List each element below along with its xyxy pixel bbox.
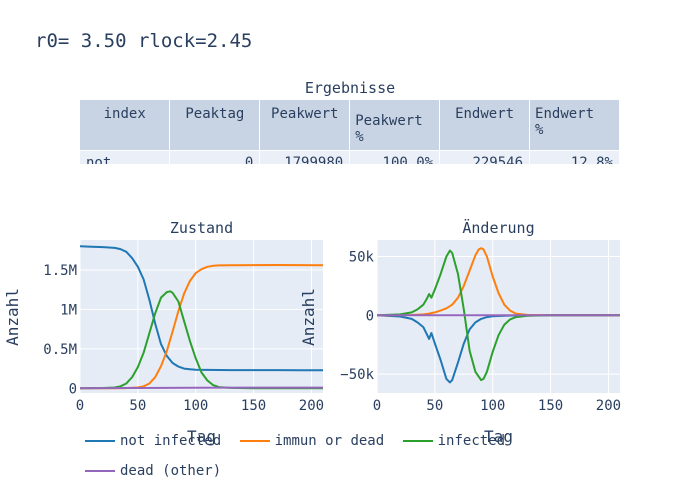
legend-label: dead (other) — [120, 463, 222, 479]
legend-label: infected — [437, 433, 506, 449]
legend-item-infected[interactable]: infected — [402, 426, 506, 456]
cell-index: not — [80, 150, 171, 164]
header-endwert: Endwert — [439, 100, 531, 151]
y-axis-label: Anzahl — [299, 288, 318, 346]
series-line-not-infected — [79, 245, 323, 372]
series-line-infected — [376, 249, 620, 382]
x-tick-label: 150 — [538, 398, 563, 414]
legend-label: not infected — [120, 433, 222, 449]
header-peakwert: Peakwert — [259, 100, 351, 151]
subplot-title: Zustand — [170, 219, 233, 237]
series-line-immun-or-dead — [376, 247, 620, 317]
results-table[interactable]: index Peaktag Peakwert Peakwert % Endwer… — [80, 100, 620, 164]
legend[interactable]: not infected immun or dead infected dead… — [85, 426, 645, 486]
series-line-dead-other- — [79, 386, 323, 390]
table-title: Ergebnisse — [304, 79, 396, 97]
legend-swatch — [85, 470, 115, 472]
legend-label: immun or dead — [274, 433, 385, 449]
y-tick-label: −50k — [340, 367, 374, 383]
legend-item-immun-or-dead[interactable]: immun or dead — [239, 426, 385, 456]
y-tick-label: 0 — [366, 308, 374, 324]
y-tick-label: 0.5M — [43, 342, 77, 358]
y-tick-label: 1.5M — [43, 263, 77, 279]
header-index: index — [80, 100, 171, 151]
legend-swatch — [239, 440, 270, 442]
x-tick-label: 150 — [241, 398, 266, 414]
header-endwert-pct: Endwert % — [529, 100, 620, 151]
x-tick-label: 100 — [480, 398, 505, 414]
x-axis-label: Tag — [187, 427, 216, 446]
table-row: not 0 1799980 100.0% 229546 12.8% — [80, 150, 620, 164]
x-tick-label: 200 — [299, 398, 324, 414]
header-peaktag: Peaktag — [169, 100, 261, 151]
main-title: r0= 3.50 rlock=2.45 — [35, 30, 253, 52]
x-axis-label: Tag — [484, 427, 513, 446]
subplot-title: Änderung — [462, 218, 534, 237]
legend-swatch — [402, 440, 433, 442]
y-tick-label: 50k — [349, 249, 375, 265]
legend-swatch — [85, 440, 115, 442]
x-tick-label: 200 — [596, 398, 621, 414]
cell-endwert-pct: 12.8% — [529, 150, 620, 164]
legend-item-not-infected[interactable]: not infected — [85, 426, 221, 456]
series-line-immun-or-dead — [79, 264, 324, 390]
cell-peakwert: 1799980 — [259, 150, 351, 164]
y-axis-label: Anzahl — [3, 288, 22, 346]
x-tick-label: 100 — [183, 398, 208, 414]
cell-endwert: 229546 — [439, 150, 531, 164]
x-tick-label: 50 — [129, 398, 146, 414]
x-tick-label: 50 — [426, 398, 443, 414]
y-tick-label: 1M — [60, 302, 77, 318]
x-tick-label: 0 — [373, 398, 381, 414]
cell-peakwert-pct: 100.0% — [349, 150, 441, 164]
y-tick-label: 0 — [69, 381, 77, 397]
cell-peaktag: 0 — [169, 150, 261, 164]
legend-item-dead-other[interactable]: dead (other) — [85, 456, 221, 486]
x-tick-label: 0 — [76, 398, 84, 414]
table-header-row: index Peaktag Peakwert Peakwert % Endwer… — [80, 100, 620, 151]
header-peakwert-pct: Peakwert % — [349, 100, 441, 151]
